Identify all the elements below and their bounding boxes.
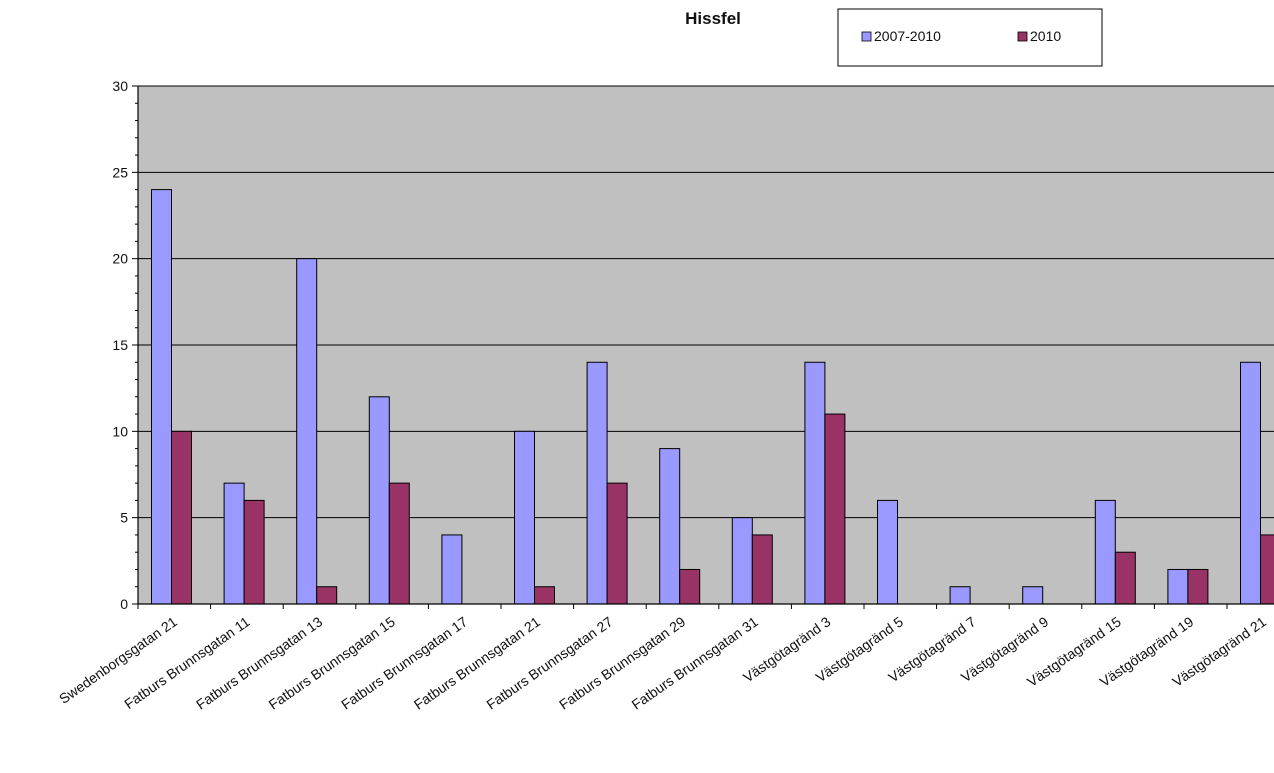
legend-box (837, 8, 1103, 67)
bar-2007-2010-13 (1022, 586, 1044, 605)
bar-2010-16 (1260, 534, 1274, 605)
bar-2010-14 (1114, 551, 1136, 605)
bar-2010-7 (606, 482, 628, 605)
y-tick-label: 25 (112, 164, 128, 180)
x-tick-label: Fatburs Brunnsgatan 29 (556, 613, 688, 712)
y-tick-label: 0 (120, 596, 128, 612)
bar-2010-1 (171, 430, 192, 605)
bar-2010-10 (824, 413, 846, 605)
bar-2010-6 (534, 586, 555, 605)
gridlines (138, 85, 1274, 519)
bar-2010-2 (243, 499, 265, 605)
bar-2007-2010-14 (1094, 499, 1116, 605)
legend: 2007-2010 2010 (837, 8, 1103, 67)
bar-2007-2010-1 (151, 189, 172, 605)
y-tick-label: 5 (120, 510, 128, 526)
bar-2007-2010-8 (659, 448, 681, 605)
bar-2007-2010-11 (877, 499, 898, 605)
bar-2010-3 (316, 586, 338, 605)
x-tick-label: Fatburs Brunnsgatan 11 (121, 613, 253, 712)
chart-title: Hissfel (685, 9, 741, 28)
y-tick-label: 20 (112, 251, 128, 267)
bar-2007-2010-3 (296, 258, 318, 605)
bar-2007-2010-15 (1167, 568, 1189, 605)
bar-2010-8 (679, 568, 701, 605)
bar-2007-2010-2 (223, 482, 245, 605)
x-tick-label: Fatburs Brunnsgatan 21 (411, 613, 543, 712)
bar-2007-2010-16 (1240, 361, 1261, 605)
bar-2007-2010-6 (514, 430, 535, 605)
y-tick-label: 30 (112, 78, 128, 94)
legend-swatch-2007-2010 (861, 31, 872, 42)
x-tick-label: Swedenborgsgatan 21 (56, 613, 180, 707)
bar-2010-15 (1187, 568, 1209, 605)
bar-2010-4 (388, 482, 410, 605)
x-tick-label: Fatburs Brunnsgatan 17 (338, 613, 470, 712)
y-tick-label: 15 (112, 337, 128, 353)
y-tick-label: 10 (112, 423, 128, 439)
legend-label-2010: 2010 (1030, 28, 1061, 44)
bar-2010-9 (751, 534, 773, 605)
bar-2007-2010-7 (586, 361, 608, 605)
bars (151, 189, 1274, 605)
axes (132, 85, 1274, 609)
x-tick-label: Fatburs Brunnsgatan 27 (483, 613, 615, 712)
bar-2007-2010-12 (949, 586, 971, 605)
legend-swatch-2010 (1017, 31, 1028, 42)
x-tick-label: Fatburs Brunnsgatan 15 (266, 613, 398, 712)
bar-2007-2010-9 (731, 517, 753, 605)
bar-2007-2010-5 (441, 534, 463, 605)
x-tick-label: Fatburs Brunnsgatan 31 (629, 613, 761, 712)
x-tick-label: Fatburs Brunnsgatan 13 (193, 613, 325, 712)
legend-label-2007-2010: 2007-2010 (874, 28, 941, 44)
bar-2007-2010-4 (368, 396, 390, 605)
bar-2007-2010-10 (804, 361, 826, 605)
y-tick-labels: 0 5 10 15 20 25 30 (112, 78, 128, 612)
